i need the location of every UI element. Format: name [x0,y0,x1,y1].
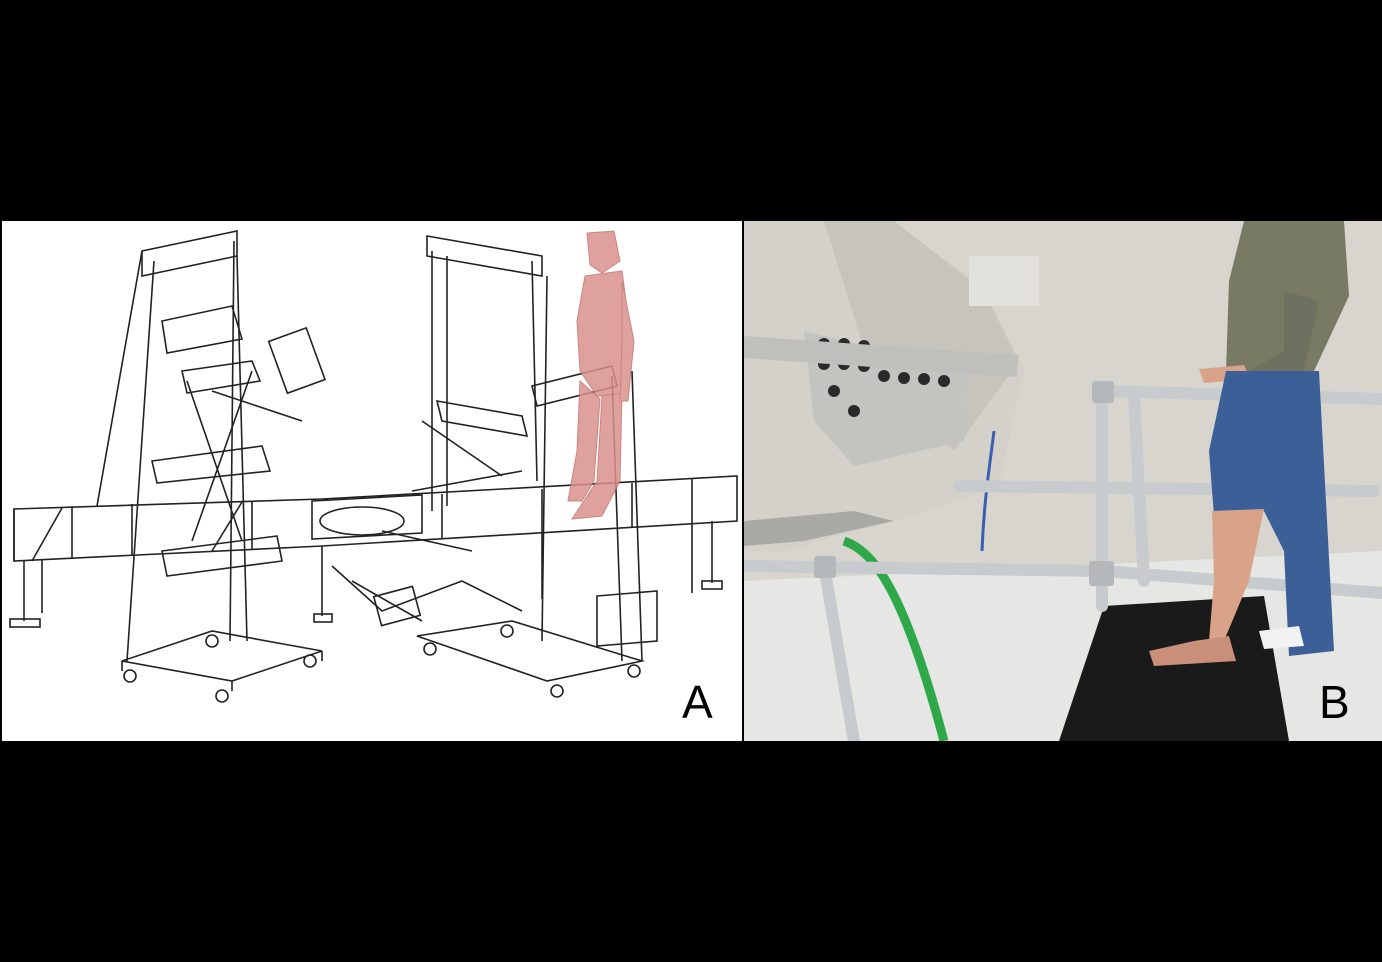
panel-b-photo: B [744,221,1382,741]
treadmill-rig-drawing [9,230,738,703]
treadmill-rig-photo [744,221,1382,741]
panel-label-a: A [682,676,713,728]
panel-label-b: B [1319,676,1350,728]
panel-a-drawing: A [2,221,742,741]
